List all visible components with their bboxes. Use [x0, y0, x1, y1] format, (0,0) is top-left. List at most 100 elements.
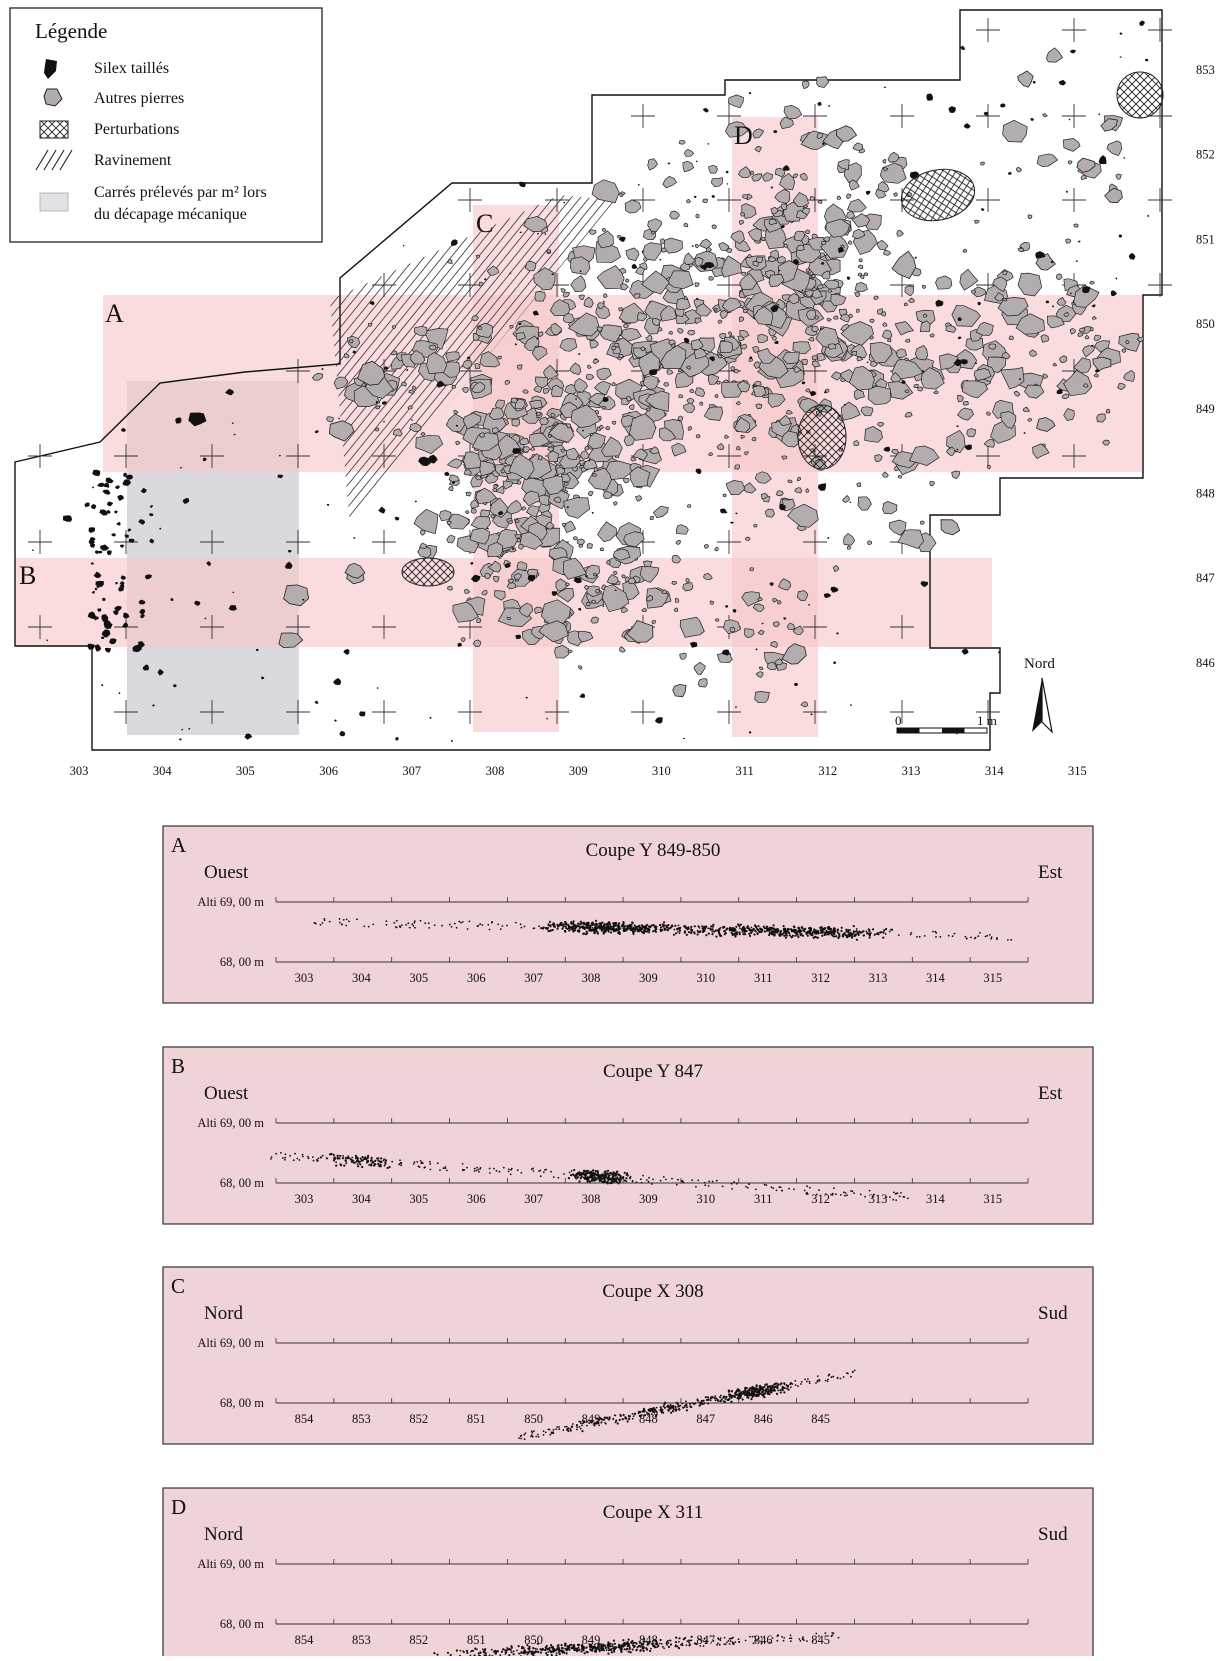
silex-mark	[850, 704, 852, 706]
silex-mark	[1069, 119, 1071, 121]
stone-mark	[1116, 174, 1121, 179]
section-letter: B	[171, 1054, 185, 1078]
stone-mark	[967, 429, 976, 437]
section-tick-label: 852	[409, 1633, 428, 1647]
plan-x-label: 306	[319, 764, 338, 778]
silex-mark	[343, 649, 349, 655]
stone-mark	[898, 475, 902, 478]
stone-mark	[568, 650, 572, 653]
silex-mark	[817, 102, 822, 106]
silex-mark	[1000, 103, 1005, 107]
stone-mark	[585, 446, 589, 450]
stone-mark	[1090, 281, 1095, 284]
stone-mark	[914, 384, 919, 388]
stone-mark	[710, 601, 714, 604]
stone-mark	[852, 351, 857, 355]
stone-mark	[859, 259, 862, 262]
stone-mark	[717, 381, 721, 384]
stone-mark	[963, 249, 967, 253]
section-right-direction: Sud	[1038, 1303, 1068, 1324]
stone-mark	[857, 309, 860, 312]
stone-mark	[641, 347, 645, 351]
silex-mark	[92, 470, 100, 477]
stone-mark	[981, 162, 985, 165]
stone-mark	[676, 525, 688, 535]
stone-mark	[867, 541, 871, 545]
section-tick-label: 851	[467, 1633, 486, 1647]
stone-mark	[843, 496, 850, 503]
section-tick-label: 845	[811, 1412, 830, 1426]
stone-mark	[493, 488, 497, 491]
silex-mark	[1070, 50, 1076, 54]
stone-mark	[817, 77, 829, 88]
silex-mark	[403, 245, 405, 247]
silex-mark	[720, 508, 727, 513]
silex-mark	[111, 533, 116, 536]
section-tick-label: 852	[409, 1412, 428, 1426]
stone-mark	[515, 535, 521, 539]
stone-mark	[479, 282, 483, 286]
stone-mark	[565, 583, 569, 586]
section-tick-label: 315	[983, 1192, 1002, 1206]
section-left-direction: Nord	[204, 1303, 244, 1324]
silex-mark	[833, 661, 836, 664]
silex-mark	[1119, 32, 1122, 35]
section-right-direction: Est	[1038, 1083, 1063, 1104]
section-left-direction: Ouest	[204, 862, 249, 883]
stone-mark	[828, 344, 836, 349]
stone-mark	[897, 230, 904, 236]
silex-mark	[1119, 56, 1121, 57]
stone-mark	[728, 95, 743, 108]
stone-mark	[494, 576, 499, 582]
silex-mark	[1098, 114, 1100, 116]
plan-x-label: 307	[402, 764, 421, 778]
section-alt-top: Alti 69, 00 m	[197, 895, 264, 909]
section-tick-label: 306	[467, 1192, 486, 1206]
silex-mark	[683, 738, 685, 739]
stone-mark	[1063, 138, 1080, 151]
stone-mark	[648, 159, 658, 170]
stone-mark	[1003, 120, 1028, 142]
silex-mark	[964, 123, 971, 128]
silex-mark	[97, 483, 104, 487]
legend-label-perturbations: Perturbations	[94, 121, 179, 138]
stone-mark	[476, 255, 480, 258]
stone-mark	[709, 165, 718, 173]
stone-mark	[952, 471, 960, 479]
silex-mark	[333, 678, 341, 685]
silex-mark	[107, 550, 112, 555]
stone-mark	[625, 279, 629, 282]
silex-mark	[327, 504, 329, 506]
silex-mark	[115, 485, 120, 489]
silex-mark	[1066, 191, 1068, 193]
stone-mark	[695, 244, 698, 248]
silex-mark	[107, 502, 113, 507]
band-letter-B: B	[19, 561, 36, 590]
stone-mark	[975, 220, 979, 223]
stone-mark	[466, 492, 471, 496]
stone-mark	[815, 316, 818, 320]
section-alt-top: Alti 69, 00 m	[197, 1116, 264, 1130]
silex-mark	[444, 472, 449, 476]
section-alt-top: Alti 69, 00 m	[197, 1336, 264, 1350]
stone-mark	[577, 539, 584, 545]
stone-mark	[480, 433, 485, 438]
stone-mark	[1056, 274, 1062, 280]
stone-mark	[883, 472, 889, 477]
silex-mark	[749, 92, 752, 94]
plan-y-label: 853	[1196, 63, 1215, 77]
stone-mark	[709, 277, 714, 281]
stone-mark	[673, 684, 686, 696]
silex-mark	[563, 202, 565, 204]
stone-mark	[846, 194, 851, 199]
stone-mark	[475, 364, 480, 369]
stone-mark	[658, 328, 662, 332]
silex-mark	[353, 537, 355, 539]
silex-mark	[63, 515, 72, 522]
scale-start: 0	[895, 713, 902, 728]
stone-mark	[857, 483, 861, 487]
